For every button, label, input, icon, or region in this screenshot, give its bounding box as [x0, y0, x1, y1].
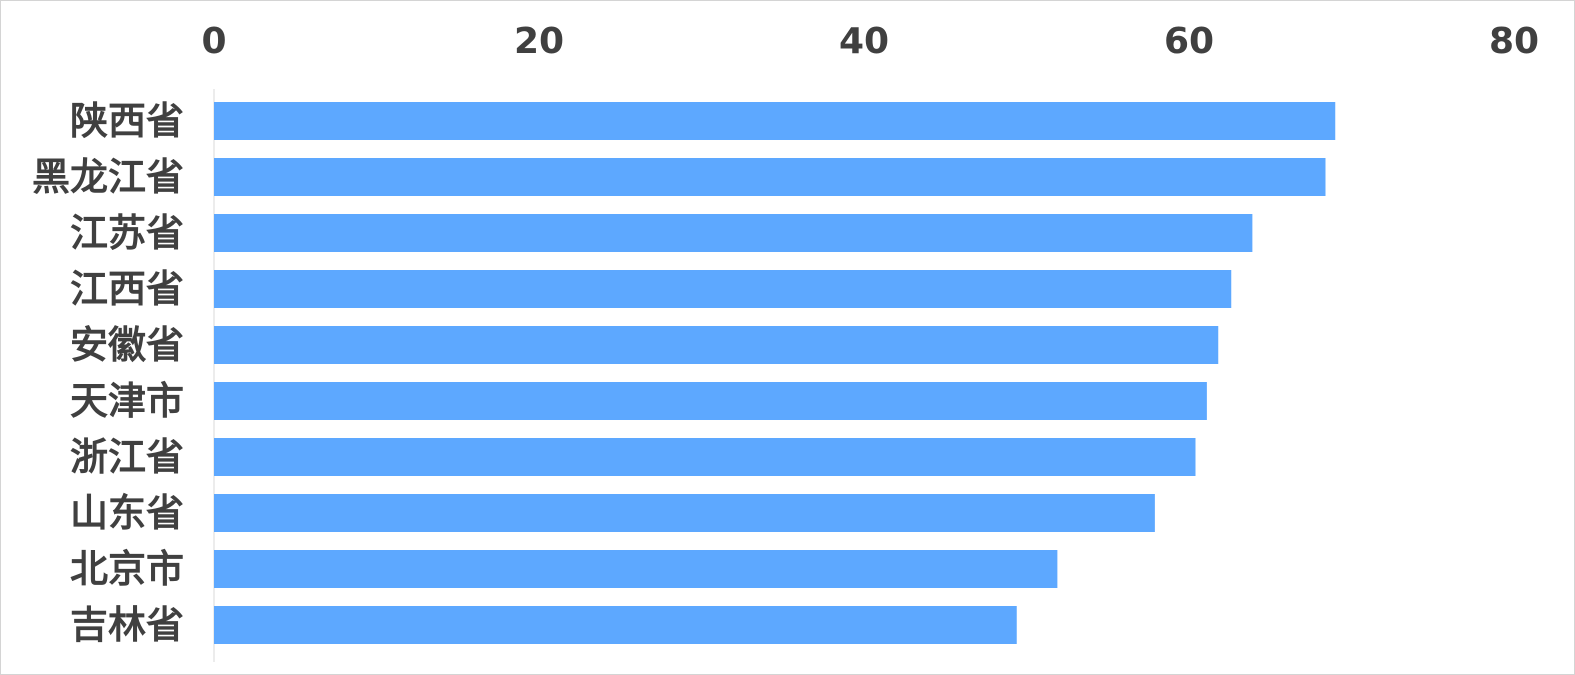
- category-label: 陕西省: [70, 99, 184, 143]
- bar: [214, 326, 1219, 364]
- x-axis-ticks: 0 20 40 60 80: [201, 21, 1539, 62]
- x-tick-label: 20: [514, 21, 564, 62]
- x-tick-label: 80: [1489, 21, 1539, 62]
- x-tick-label: 60: [1164, 21, 1214, 62]
- category-label: 江苏省: [70, 211, 184, 255]
- category-label: 黑龙江省: [32, 155, 184, 199]
- bar: [214, 158, 1326, 196]
- x-tick-label: 0: [201, 21, 226, 62]
- bar: [214, 270, 1232, 308]
- category-label: 吉林省: [70, 603, 184, 647]
- bar: [214, 550, 1058, 588]
- category-label: 山东省: [70, 491, 184, 535]
- category-label: 天津市: [70, 379, 184, 423]
- category-label: 浙江省: [70, 435, 184, 479]
- bar: [214, 494, 1155, 532]
- bar: [214, 102, 1336, 140]
- category-label: 安徽省: [70, 323, 184, 367]
- bar: [214, 214, 1253, 252]
- category-label: 北京市: [70, 547, 184, 591]
- x-tick-label: 40: [839, 21, 889, 62]
- bar: [214, 438, 1196, 476]
- bars: [214, 102, 1336, 644]
- bar: [214, 606, 1017, 644]
- category-label: 江西省: [70, 267, 184, 311]
- bar: [214, 382, 1207, 420]
